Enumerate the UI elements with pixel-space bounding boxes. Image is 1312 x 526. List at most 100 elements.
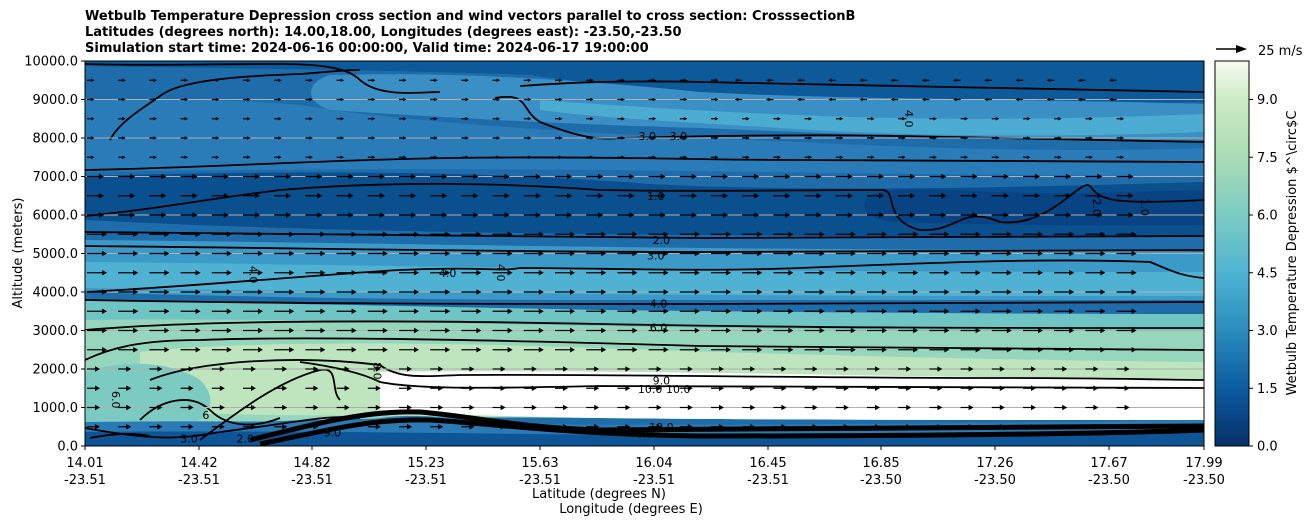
wind-vector-head bbox=[445, 327, 451, 334]
wind-vector-head bbox=[538, 269, 544, 276]
contour-line-3c bbox=[85, 245, 1204, 253]
wind-vector-head bbox=[691, 192, 697, 199]
wind-vector-head bbox=[320, 346, 326, 353]
wind-vector-head bbox=[828, 97, 832, 102]
wind-vector-head bbox=[937, 423, 943, 430]
wind-vector-head bbox=[785, 173, 791, 180]
wind-vector-head bbox=[687, 404, 693, 411]
wind-vector-head bbox=[95, 366, 100, 372]
wind-vector-head bbox=[757, 327, 763, 334]
wind-vector-head bbox=[382, 231, 388, 238]
wind-vector-head bbox=[379, 192, 385, 199]
wind-vector-head bbox=[223, 212, 229, 218]
wind-vector-head bbox=[313, 385, 319, 392]
wind-vector-head bbox=[1131, 308, 1137, 315]
wind-vector-head bbox=[375, 404, 381, 411]
wind-vector-head bbox=[850, 308, 856, 315]
wind-vector-head bbox=[843, 404, 849, 411]
wind-vector-head bbox=[683, 117, 688, 121]
wind-vector-head bbox=[126, 366, 132, 372]
wind-vector-head bbox=[921, 78, 926, 82]
x-tick-label-lon: -23.51 bbox=[519, 473, 561, 488]
wind-vector-head bbox=[1031, 385, 1036, 392]
wind-vector-head bbox=[1128, 173, 1134, 180]
wind-vector-head bbox=[843, 385, 849, 392]
x-axis-label-lat: Latitude (degrees N) bbox=[532, 487, 666, 502]
wind-vector-head bbox=[133, 231, 139, 238]
wind-vector-head bbox=[192, 173, 198, 180]
wind-vector-head bbox=[601, 327, 607, 334]
wind-vector-head bbox=[621, 155, 625, 159]
contour-label: 6 bbox=[202, 409, 209, 422]
contour-line-4 bbox=[85, 299, 1204, 305]
wind-vector-head bbox=[351, 250, 357, 257]
wind-vector-head bbox=[1100, 269, 1106, 276]
wind-vector-head bbox=[750, 404, 756, 411]
wind-vector-head bbox=[1027, 136, 1031, 140]
wind-vector-head bbox=[340, 117, 345, 121]
wind-vector-head bbox=[161, 192, 167, 199]
wind-vector-head bbox=[1062, 385, 1068, 392]
quiver-key-label: 25 m/s bbox=[1258, 44, 1303, 59]
wind-vector-head bbox=[348, 173, 354, 180]
title-line-3: Simulation start time: 2024-06-16 00:00:… bbox=[85, 41, 649, 56]
wind-vector-head bbox=[411, 192, 416, 199]
wind-vector-head bbox=[941, 173, 947, 180]
wind-vector-head bbox=[282, 423, 288, 430]
wind-vector-head bbox=[371, 117, 376, 121]
wind-vector-head bbox=[407, 366, 412, 372]
wind-vector-head bbox=[442, 212, 448, 218]
wind-vector-head bbox=[812, 385, 818, 392]
wind-vector-head bbox=[527, 78, 532, 82]
wind-vector-head bbox=[850, 250, 856, 257]
wind-vector-head bbox=[496, 78, 501, 82]
wind-vector-head bbox=[535, 173, 541, 180]
wind-vector-head bbox=[812, 366, 818, 372]
wind-vector-head bbox=[95, 423, 100, 430]
wind-vector-head bbox=[765, 78, 770, 82]
wind-vector-head bbox=[694, 250, 700, 257]
wind-vector-head bbox=[438, 423, 444, 430]
wind-vector-head bbox=[215, 136, 220, 140]
wind-vector-head bbox=[734, 78, 739, 82]
wind-vector-head bbox=[226, 308, 232, 315]
wind-vector-head bbox=[226, 289, 232, 295]
wind-vector-head bbox=[879, 173, 884, 180]
wind-vector-head bbox=[750, 366, 756, 372]
wind-vector-head bbox=[309, 97, 313, 102]
wind-vector-head bbox=[797, 97, 801, 102]
wind-vector-head bbox=[382, 250, 388, 257]
wind-vector-head bbox=[944, 308, 950, 315]
wind-vector-head bbox=[726, 250, 731, 257]
wind-vector-head bbox=[91, 97, 95, 102]
wind-vector-head bbox=[984, 78, 988, 82]
wind-vector-head bbox=[371, 155, 376, 159]
wind-vector-head bbox=[559, 136, 563, 140]
wind-vector-head bbox=[683, 136, 688, 140]
wind-vector-head bbox=[629, 173, 635, 180]
wind-vector-head bbox=[726, 308, 731, 315]
wind-vector-head bbox=[157, 385, 163, 392]
wind-vector-head bbox=[469, 423, 475, 430]
contour-label: 2.0 bbox=[1090, 199, 1103, 217]
wind-vector-head bbox=[656, 385, 662, 392]
wind-vectors bbox=[87, 78, 1137, 430]
wind-vector-head bbox=[590, 155, 594, 159]
wind-vector-head bbox=[1069, 231, 1075, 238]
wind-vector-head bbox=[465, 117, 469, 121]
wind-vector-head bbox=[223, 173, 229, 180]
wind-vector-head bbox=[219, 404, 225, 411]
wind-vector-head bbox=[351, 231, 357, 238]
wind-vector-head bbox=[850, 289, 856, 295]
wind-vector-head bbox=[382, 308, 388, 315]
wind-vector-head bbox=[882, 231, 887, 238]
wind-vector-head bbox=[184, 117, 189, 121]
wind-vector-head bbox=[765, 97, 770, 102]
contour-line-3 bbox=[494, 95, 1204, 143]
y-axis-ticks: 0.0 1000.0 2000.0 3000.0 4000.0 5000.0 6000.0 7… bbox=[24, 55, 85, 455]
wind-vector-head bbox=[913, 231, 919, 238]
wind-vector-head bbox=[255, 212, 260, 218]
wind-vector-head bbox=[632, 308, 638, 315]
wind-vector-head bbox=[691, 212, 697, 218]
wind-vector-head bbox=[247, 155, 251, 159]
